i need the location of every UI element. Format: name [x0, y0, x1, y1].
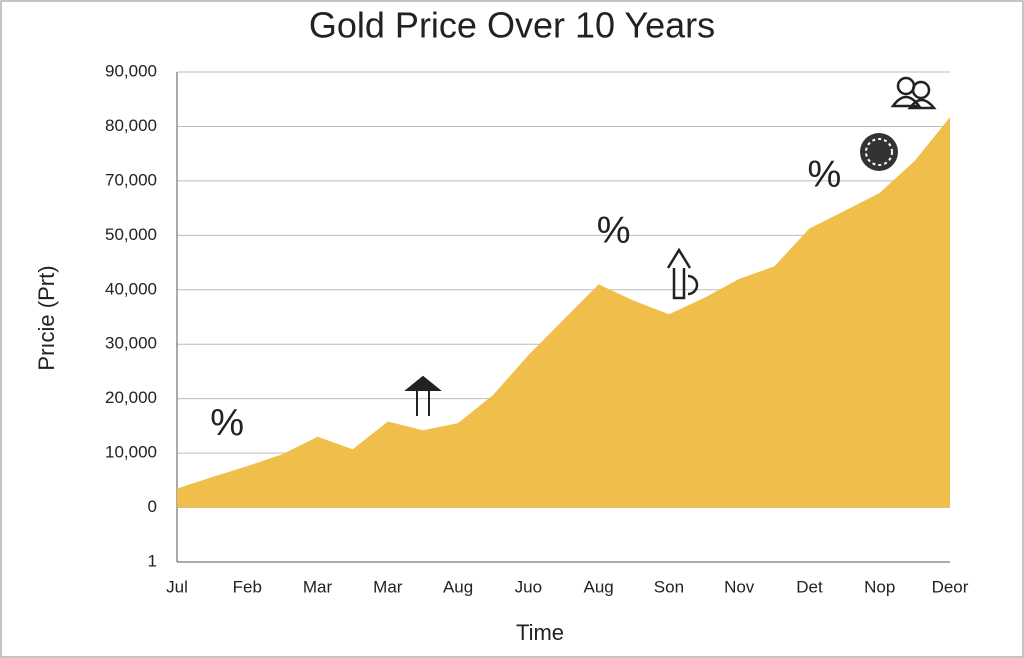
- x-tick-label: Jul: [166, 577, 188, 596]
- x-tick-label: Mar: [373, 577, 403, 596]
- x-axis-label: Time: [516, 620, 564, 645]
- x-tick-label: Nop: [864, 577, 895, 596]
- y-tick-label: 30,000: [105, 334, 157, 353]
- y-tick-label: 1: [148, 551, 157, 570]
- x-tick-label: Juo: [515, 577, 542, 596]
- x-tick-label: Mar: [303, 577, 333, 596]
- x-tick-label: Nov: [724, 577, 755, 596]
- chart-title: Gold Price Over 10 Years: [309, 5, 715, 46]
- y-tick-label: 90,000: [105, 61, 157, 80]
- y-axis-label: Prıcie (Prt): [34, 265, 59, 370]
- y-tick-label: 40,000: [105, 279, 157, 298]
- area: [177, 117, 950, 508]
- coin-icon: [860, 133, 898, 171]
- x-tick-label: Feb: [233, 577, 262, 596]
- y-tick-label: 50,000: [105, 225, 157, 244]
- plot: 1 0 10,000 20,000 30,000 40,000 50,000 70,000 80…: [105, 61, 969, 596]
- up-arrow-icon: [666, 247, 699, 300]
- annotation: %: [210, 402, 244, 444]
- arrow-icon: [404, 375, 442, 416]
- annotation: %: [808, 154, 842, 196]
- x-tick-label: Det: [796, 577, 823, 596]
- y-tick-label: 0: [148, 497, 157, 516]
- x-tick-label: Son: [654, 577, 684, 596]
- y-tick-label: 10,000: [105, 443, 157, 462]
- y-tick-label: 20,000: [105, 388, 157, 407]
- x-tick-label: Deor: [932, 577, 969, 596]
- people-icon: [890, 76, 937, 110]
- annotation: %: [597, 209, 631, 251]
- x-tick-label: Aug: [443, 577, 473, 596]
- y-tick-label: 70,000: [105, 170, 157, 189]
- x-tick-label: Aug: [584, 577, 614, 596]
- y-tick-label: 80,000: [105, 116, 157, 135]
